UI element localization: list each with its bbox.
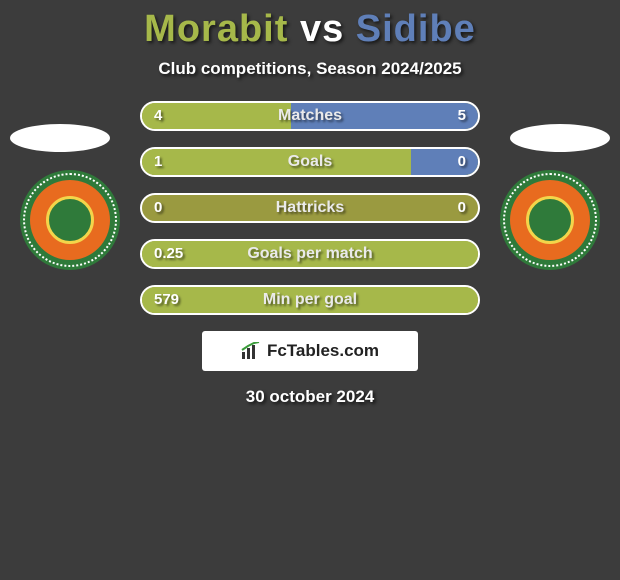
- vs-text: vs: [288, 8, 355, 50]
- stat-value-left: 0: [154, 195, 162, 221]
- stats-bars: Matches45Goals10Hattricks00Goals per mat…: [140, 101, 480, 315]
- stat-label: Hattricks: [142, 195, 478, 221]
- stat-label: Min per goal: [142, 287, 478, 313]
- brand-text: FcTables.com: [267, 341, 379, 361]
- stat-value-left: 0.25: [154, 241, 183, 267]
- stat-row: Matches4 5: [140, 101, 480, 131]
- stat-value-left: 579: [154, 287, 179, 313]
- stat-row: Hattricks0 0: [140, 193, 480, 223]
- date: 30 october 2024: [0, 387, 620, 407]
- stat-value-left: 1: [154, 149, 162, 175]
- brand-logo: FcTables.com: [202, 331, 418, 371]
- stat-row: Min per goal579: [140, 285, 480, 315]
- stat-value-left: 4: [154, 103, 162, 129]
- subtitle: Club competitions, Season 2024/2025: [0, 59, 620, 79]
- player1-name: Morabit: [144, 8, 288, 50]
- stat-row: Goals1 0: [140, 147, 480, 177]
- stat-label: Goals: [142, 149, 478, 175]
- stat-label: Matches: [142, 103, 478, 129]
- stat-row: Goals per match0.25: [140, 239, 480, 269]
- chart-icon: [241, 342, 261, 360]
- stat-label: Goals per match: [142, 241, 478, 267]
- player2-name: Sidibe: [356, 8, 476, 50]
- stat-value-right: 0: [458, 149, 466, 175]
- page-title: Morabit vs Sidibe: [0, 0, 620, 51]
- stat-value-right: 5: [458, 103, 466, 129]
- stat-value-right: 0: [458, 195, 466, 221]
